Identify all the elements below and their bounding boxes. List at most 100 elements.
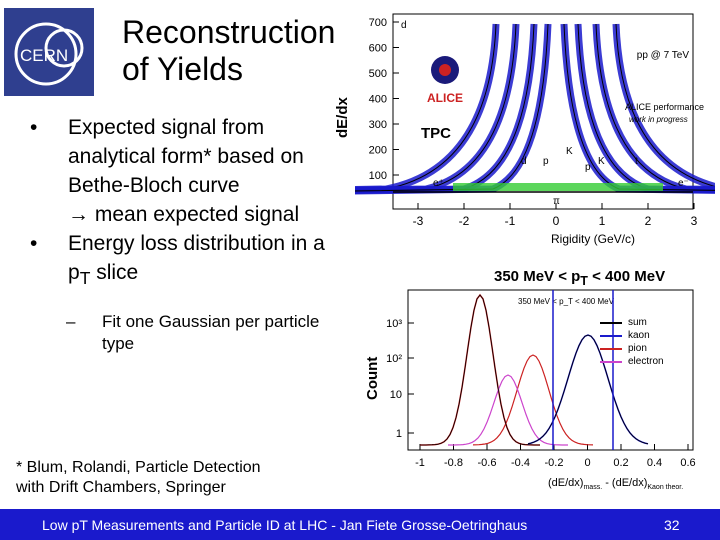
bullet-1: • Expected signal from analytical form* … <box>30 113 330 229</box>
legend-label: electron <box>628 356 664 367</box>
bethe-bloch-curve <box>355 23 497 190</box>
legend-swatch <box>600 347 622 350</box>
alice-logo-text: ALICE <box>427 91 463 105</box>
sum-curve-kaon <box>527 334 649 445</box>
bullet-list: • Expected signal from analytical form* … <box>30 113 330 355</box>
bullet-1-text: Expected signal from analytical form* ba… <box>68 116 304 197</box>
sum-curve <box>420 294 540 446</box>
sub-bullet-text: Fit one Gaussian per particle type <box>102 312 320 354</box>
electron-curve <box>448 374 568 446</box>
band-label: p <box>543 156 549 167</box>
legend-label: sum <box>628 317 647 328</box>
x-tick-label: -3 <box>413 214 424 228</box>
bullet-2: • Energy loss distribution in a pT slice <box>30 229 330 293</box>
legend-entry: kaon <box>600 329 664 342</box>
x-tick-label: 0 <box>584 457 590 469</box>
sub-bullet-dash: – <box>66 312 76 332</box>
x-tick-label: -1 <box>415 457 425 469</box>
y-tick-label: 600 <box>369 43 387 55</box>
footnote: * Blum, Rolandi, Particle Detection with… <box>16 458 261 498</box>
bottom-title-end: < 400 MeV <box>587 268 666 285</box>
x-tick-label: 0 <box>553 214 560 228</box>
plot-frame <box>407 289 694 451</box>
legend-swatch <box>600 321 622 324</box>
x-tick-label: 1 <box>599 214 606 228</box>
y-tick-label: 10 <box>390 389 402 401</box>
band-label: d <box>521 156 527 167</box>
bullet-1-cont: mean expected signal <box>94 203 300 226</box>
x-tick-label: -0.8 <box>444 457 463 469</box>
plot-frame <box>392 13 694 210</box>
y-tick-label: 400 <box>369 94 387 106</box>
slide-title: Reconstruction of Yields <box>122 14 335 88</box>
legend-entry: electron <box>600 355 664 368</box>
band-label: e⁺ <box>433 178 444 189</box>
bullet-dot: • <box>30 232 38 255</box>
cern-logo-graphic: CERN <box>14 22 84 86</box>
legend-label: kaon <box>628 330 650 341</box>
y-tick-label: 10³ <box>386 318 402 330</box>
top-plot-ylabel: dE/dx <box>334 97 351 138</box>
cern-logo-text: CERN <box>20 46 68 65</box>
perf-line-1: ALICE performance <box>625 102 704 112</box>
top-plot: 700 600 500 400 300 200 100 -3 -2 -1 0 1 2 3 Rigidity … <box>355 13 715 246</box>
band-label: K <box>598 156 605 167</box>
bullet-2-end: slice <box>90 261 139 284</box>
band-label: K <box>566 146 573 157</box>
band-label: p <box>585 162 591 173</box>
x-tick-label: 2 <box>645 214 652 228</box>
bottom-plot-title: 350 MeV < pT < 400 MeV <box>494 268 665 288</box>
page-number: 32 <box>664 517 680 533</box>
title-line-1: Reconstruction <box>122 14 336 50</box>
y-tick-label: 500 <box>369 68 387 80</box>
footer-bar: Low pT Measurements and Particle ID at L… <box>0 509 720 540</box>
x-axis-label: (dE/dx)mass. - (dE/dx)Kaon theor. <box>548 477 683 491</box>
legend-label: pion <box>628 343 647 354</box>
alice-logo-core <box>439 64 451 76</box>
pion-tail-curve <box>472 354 594 446</box>
y-tick-label: 200 <box>369 145 387 157</box>
title-line-2: of Yields <box>122 51 243 87</box>
perf-line-2: work in progress <box>629 115 688 124</box>
inner-band <box>453 183 663 191</box>
bottom-title-sub: T <box>580 274 588 288</box>
bullet-2-text: Energy loss distribution in a p <box>68 232 325 284</box>
top-plot-tag: TPC <box>421 125 451 142</box>
bullet-2-sub: T <box>79 268 91 289</box>
x-tick-label: -1 <box>505 214 516 228</box>
bottom-plot: 10³ 10² 10 1 -1 -0.8 -0.6 -0.4 -0.2 0 0.2 0.4 0.6 (dE… <box>386 289 696 491</box>
bullet-dot: • <box>30 116 38 139</box>
x-tick-label: 3 <box>691 214 698 228</box>
collision-label: pp @ 7 TeV <box>637 50 690 61</box>
bethe-bloch-curve <box>595 23 715 190</box>
legend-swatch <box>600 360 622 363</box>
band-label: π <box>553 196 560 207</box>
bethe-bloch-curve <box>355 23 517 191</box>
legend-entry: sum <box>600 316 664 329</box>
legend-swatch <box>600 334 622 337</box>
inner-title: 350 MeV < p_T < 400 MeV <box>518 297 615 306</box>
bethe-bloch-curve <box>615 23 715 187</box>
y-tick-label: 1 <box>396 428 402 440</box>
x-tick-label: 0.4 <box>647 457 662 469</box>
legend-entry: pion <box>600 342 664 355</box>
bottom-title-text: 350 MeV < p <box>494 268 581 285</box>
y-tick-label: 100 <box>369 170 387 182</box>
x-tick-label: -2 <box>459 214 470 228</box>
bottom-plot-legend: sum kaon pion electron <box>600 316 664 368</box>
sub-bullet: – Fit one Gaussian per particle type <box>66 311 330 355</box>
y-tick-label: 700 <box>369 17 387 29</box>
footnote-line-2: with Drift Chambers, Springer <box>16 479 226 496</box>
x-tick-label: 0.2 <box>613 457 628 469</box>
bottom-plot-ylabel: Count <box>364 356 381 400</box>
x-tick-label: -0.6 <box>478 457 497 469</box>
band-label: d <box>401 20 407 31</box>
y-tick-label: 300 <box>369 119 387 131</box>
x-tick-label: -0.4 <box>511 457 530 469</box>
band-label: t <box>635 156 638 167</box>
x-tick-label: -0.2 <box>545 457 564 469</box>
x-axis-label: Rigidity (GeV/c) <box>551 232 635 246</box>
footnote-line-1: * Blum, Rolandi, Particle Detection <box>16 459 261 476</box>
footer-text: Low pT Measurements and Particle ID at L… <box>42 517 528 533</box>
band-label: e⁻ <box>678 178 689 189</box>
